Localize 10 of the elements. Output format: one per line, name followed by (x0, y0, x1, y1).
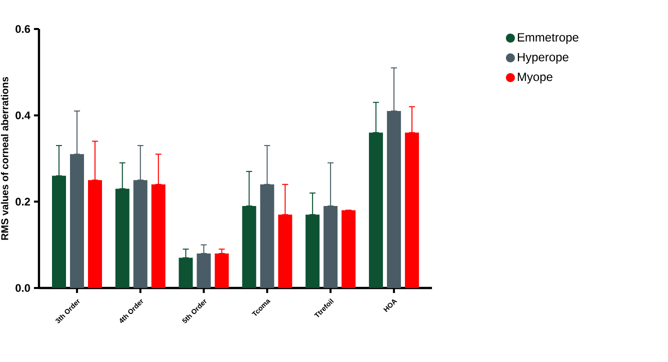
bar (214, 253, 229, 288)
y-tick-label: 0.0 (16, 284, 30, 292)
y-tick-label: 0.4 (16, 111, 30, 120)
legend-label: Myope (518, 72, 552, 84)
y-axis-title: RMS values of corneal aberrations (0, 76, 8, 240)
legend-label: Hyperope (518, 52, 568, 64)
y-tick-label: 0.2 (16, 198, 30, 206)
y-tick-label: 0.6 (16, 25, 30, 33)
legend-label: Emmetrope (518, 33, 578, 44)
bar (342, 210, 356, 288)
